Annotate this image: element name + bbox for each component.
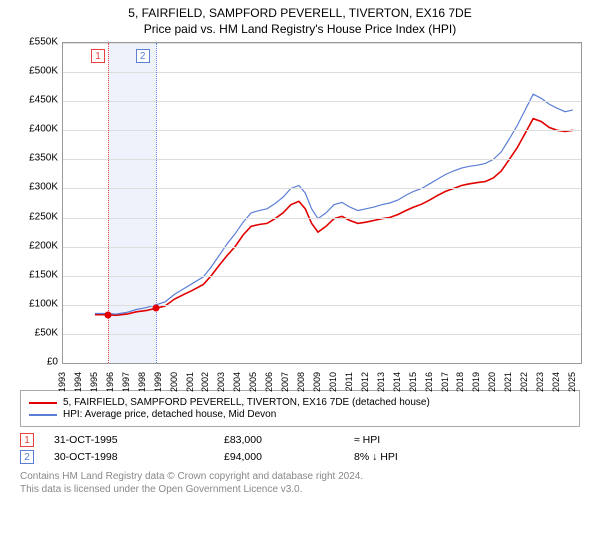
gridline-h: [63, 334, 581, 335]
legend-row-hpi: HPI: Average price, detached house, Mid …: [29, 409, 571, 420]
events-table: 1 31-OCT-1995 £83,000 ≈ HPI 2 30-OCT-1998 £94,…: [20, 433, 580, 464]
y-axis-labels: £0£50K£100K£150K£200K£250K£300K£350K£400…: [20, 42, 62, 362]
gridline-h: [63, 43, 581, 44]
x-tick-label: 2002: [200, 372, 210, 392]
x-tick-label: 2015: [408, 372, 418, 392]
footer-line-1: Contains HM Land Registry data © Crown c…: [20, 470, 580, 483]
event-box-1: 1: [20, 433, 34, 447]
x-tick-label: 2021: [503, 372, 513, 392]
x-tick-label: 2017: [440, 372, 450, 392]
y-tick-label: £500K: [29, 66, 58, 77]
footer-line-2: This data is licensed under the Open Gov…: [20, 483, 580, 496]
y-tick-label: £350K: [29, 153, 58, 164]
event-marker-1: 1: [91, 49, 105, 63]
gridline-h: [63, 218, 581, 219]
x-tick-label: 2019: [471, 372, 481, 392]
x-tick-label: 1996: [105, 372, 115, 392]
x-tick-label: 1994: [73, 372, 83, 392]
x-tick-label: 2005: [248, 372, 258, 392]
gridline-h: [63, 130, 581, 131]
event-date: 30-OCT-1998: [54, 451, 214, 463]
gridline-h: [63, 72, 581, 73]
x-tick-label: 2023: [535, 372, 545, 392]
x-tick-label: 1993: [57, 372, 67, 392]
gridline-h: [63, 247, 581, 248]
y-tick-label: £450K: [29, 95, 58, 106]
y-tick-label: £550K: [29, 37, 58, 48]
x-tick-label: 1997: [121, 372, 131, 392]
x-tick-label: 2025: [567, 372, 577, 392]
y-tick-label: £300K: [29, 182, 58, 193]
event-row-2: 2 30-OCT-1998 £94,000 8% ↓ HPI: [20, 450, 580, 464]
legend-swatch: [29, 402, 57, 404]
chart-subtitle: Price paid vs. HM Land Registry's House …: [10, 22, 590, 36]
y-tick-label: £50K: [35, 327, 58, 338]
y-tick-label: £250K: [29, 211, 58, 222]
chart-lines: [63, 43, 581, 363]
x-tick-label: 2000: [169, 372, 179, 392]
x-tick-label: 1995: [89, 372, 99, 392]
y-tick-label: £150K: [29, 269, 58, 280]
x-tick-label: 2020: [487, 372, 497, 392]
chart-title: 5, FAIRFIELD, SAMPFORD PEVERELL, TIVERTO…: [10, 6, 590, 20]
gridline-h: [63, 159, 581, 160]
y-tick-label: £400K: [29, 124, 58, 135]
x-tick-label: 2011: [344, 372, 354, 391]
x-tick-label: 1999: [153, 372, 163, 392]
x-tick-label: 2014: [392, 372, 402, 392]
event-guide-line: [156, 43, 157, 363]
footer-attribution: Contains HM Land Registry data © Crown c…: [20, 470, 580, 496]
x-tick-label: 2022: [519, 372, 529, 392]
event-delta: 8% ↓ HPI: [354, 451, 474, 463]
gridline-h: [63, 305, 581, 306]
event-marker-2: 2: [136, 49, 150, 63]
legend: 5, FAIRFIELD, SAMPFORD PEVERELL, TIVERTO…: [20, 390, 580, 427]
y-tick-label: £0: [47, 357, 58, 368]
gridline-h: [63, 101, 581, 102]
gridline-h: [63, 276, 581, 277]
y-tick-label: £100K: [29, 298, 58, 309]
event-delta: ≈ HPI: [354, 434, 474, 446]
x-tick-label: 2013: [376, 372, 386, 392]
x-tick-label: 2008: [296, 372, 306, 392]
plot-area-outer: £0 £50K £100K £150K £200K £250K £300K £350K £400…: [20, 42, 580, 382]
price-paid-marker: [152, 305, 159, 312]
x-tick-label: 2018: [455, 372, 465, 392]
series-hpi: [95, 94, 573, 314]
y-tick-label: £200K: [29, 240, 58, 251]
plot-area: 12: [62, 42, 582, 364]
x-tick-label: 2010: [328, 372, 338, 392]
x-tick-label: 2016: [424, 372, 434, 392]
legend-row-price_paid: 5, FAIRFIELD, SAMPFORD PEVERELL, TIVERTO…: [29, 397, 571, 408]
price-paid-marker: [105, 311, 112, 318]
legend-label: HPI: Average price, detached house, Mid …: [63, 409, 276, 420]
chart-titles: 5, FAIRFIELD, SAMPFORD PEVERELL, TIVERTO…: [10, 6, 590, 36]
x-tick-label: 2001: [185, 372, 195, 392]
x-tick-label: 2007: [280, 372, 290, 392]
x-tick-label: 2006: [264, 372, 274, 392]
event-date: 31-OCT-1995: [54, 434, 214, 446]
x-tick-label: 2004: [232, 372, 242, 392]
x-axis-labels: 1993199419951996199719981999200020012002…: [62, 362, 580, 382]
legend-label: 5, FAIRFIELD, SAMPFORD PEVERELL, TIVERTO…: [63, 397, 430, 408]
legend-swatch: [29, 414, 57, 416]
chart-container: 5, FAIRFIELD, SAMPFORD PEVERELL, TIVERTO…: [0, 0, 600, 506]
event-row-1: 1 31-OCT-1995 £83,000 ≈ HPI: [20, 433, 580, 447]
x-tick-label: 2009: [312, 372, 322, 392]
gridline-h: [63, 188, 581, 189]
x-tick-label: 1998: [137, 372, 147, 392]
event-box-2: 2: [20, 450, 34, 464]
event-price: £83,000: [224, 434, 344, 446]
x-tick-label: 2012: [360, 372, 370, 392]
x-tick-label: 2024: [551, 372, 561, 392]
x-tick-label: 2003: [216, 372, 226, 392]
event-price: £94,000: [224, 451, 344, 463]
